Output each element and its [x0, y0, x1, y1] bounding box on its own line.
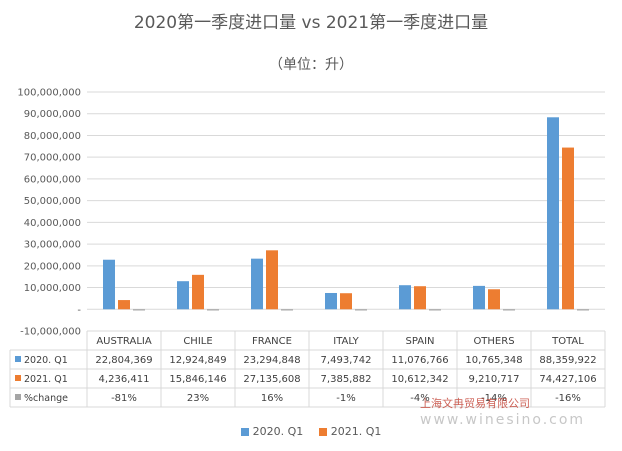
- legend-label-2020: 2020. Q1: [252, 425, 304, 438]
- table-cell-value: -16%: [555, 393, 581, 404]
- legend-swatch-2021: [318, 428, 327, 436]
- bar: [177, 281, 189, 310]
- table-cell-value: 27,135,608: [243, 374, 300, 385]
- table-cell-value: 4,236,411: [99, 374, 150, 385]
- category-label: ITALY: [333, 336, 359, 347]
- y-tick-label: 30,000,000: [24, 240, 81, 251]
- bar: [192, 274, 204, 310]
- watermark-site: www.winesino.com: [420, 412, 586, 428]
- bar: [547, 117, 559, 310]
- table-cell-value: 10,765,348: [465, 355, 522, 366]
- category-label: AUSTRALIA: [96, 336, 152, 347]
- legend-item-2021: 2021. Q1: [318, 425, 382, 438]
- table-series-name: 2021. Q1: [24, 374, 68, 385]
- legend: 2020. Q1 2021. Q1: [0, 425, 622, 438]
- bar: [281, 309, 293, 311]
- table-series-name: %change: [24, 393, 68, 404]
- legend-item-2020: 2020. Q1: [240, 425, 304, 438]
- category-label: FRANCE: [252, 336, 292, 347]
- table-cell-value: -14%: [481, 393, 507, 404]
- table-cell-value: 7,493,742: [321, 355, 372, 366]
- category-label: CHILE: [183, 336, 212, 347]
- y-tick-label: 10,000,000: [24, 283, 81, 294]
- legend-swatch-2020: [240, 428, 249, 436]
- y-tick-label: 60,000,000: [24, 174, 81, 185]
- category-label: SPAIN: [405, 336, 434, 347]
- y-tick-label: 90,000,000: [24, 109, 81, 120]
- bar: [562, 147, 574, 310]
- category-label: OTHERS: [473, 336, 514, 347]
- y-tick-label: 50,000,000: [24, 196, 81, 207]
- legend-label-2021: 2021. Q1: [330, 425, 382, 438]
- table-cell-value: 23%: [187, 393, 209, 404]
- bar: [340, 293, 352, 310]
- table-series-swatch: [15, 356, 21, 362]
- table-cell-value: 16%: [261, 393, 283, 404]
- bar: [266, 250, 278, 310]
- table-cell-value: 9,210,717: [469, 374, 520, 385]
- bar: [503, 309, 515, 311]
- y-tick-label: 100,000,000: [17, 88, 81, 99]
- table-cell-value: 10,612,342: [391, 374, 448, 385]
- table-series-name: 2020. Q1: [24, 355, 68, 366]
- table-cell-value: -4%: [410, 393, 429, 404]
- table-cell-value: -81%: [111, 393, 137, 404]
- table-cell-value: 12,924,849: [169, 355, 226, 366]
- bar: [429, 309, 441, 311]
- y-tick-label: 40,000,000: [24, 218, 81, 229]
- bar: [207, 309, 219, 311]
- table-cell-value: -1%: [336, 393, 355, 404]
- table-cell-value: 15,846,146: [169, 374, 226, 385]
- bar: [399, 285, 411, 310]
- y-tick-label: 20,000,000: [24, 261, 81, 272]
- table-series-swatch: [15, 394, 21, 400]
- table-cell-value: 22,804,369: [95, 355, 152, 366]
- table-series-swatch: [15, 375, 21, 381]
- y-tick-label: 70,000,000: [24, 153, 81, 164]
- category-label: TOTAL: [551, 336, 584, 347]
- chart-title: 2020第一季度进口量 vs 2021第一季度进口量: [133, 13, 489, 33]
- bar: [414, 286, 426, 310]
- table-cell-value: 11,076,766: [391, 355, 448, 366]
- table-cell-value: 23,294,848: [243, 355, 300, 366]
- table-cell-value: 74,427,106: [539, 374, 596, 385]
- y-tick-label: 80,000,000: [24, 131, 81, 142]
- bar: [325, 292, 337, 310]
- table-cell-value: 7,385,882: [321, 374, 372, 385]
- bar: [133, 309, 145, 311]
- chart-subtitle: （单位：升）: [269, 57, 353, 73]
- watermark-brand: 上海文冉贸易有限公司: [420, 397, 530, 410]
- bar: [103, 259, 115, 310]
- bar: [355, 309, 367, 311]
- bar: [577, 309, 589, 311]
- table-cell-value: 88,359,922: [539, 355, 596, 366]
- bar: [251, 258, 263, 310]
- bar: [473, 285, 485, 310]
- y-tick-label: -: [77, 305, 81, 316]
- bar: [488, 289, 500, 310]
- bar: [118, 300, 130, 310]
- y-tick-label: -10,000,000: [20, 327, 81, 338]
